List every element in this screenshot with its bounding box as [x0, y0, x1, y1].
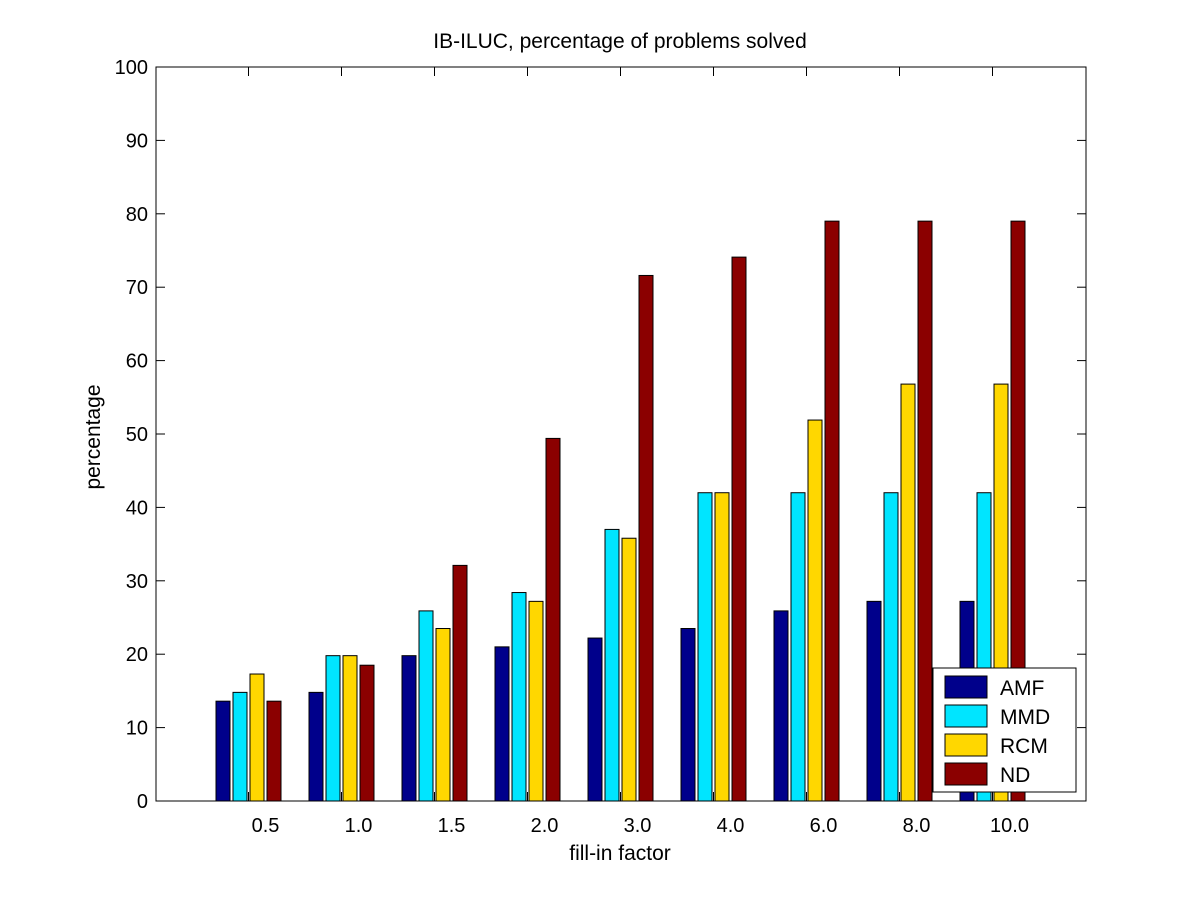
bar-amf-8-0 [866, 600, 882, 802]
x-tick-label: 0.5 [252, 815, 280, 837]
y-tick-label: 10 [126, 718, 148, 740]
legend-label-amf: AMF [1000, 677, 1044, 700]
bar-amf-6-0 [773, 610, 789, 802]
y-tick-label: 60 [126, 351, 148, 373]
bar-nd-0-5 [266, 700, 282, 802]
x-tick-label: 2.0 [531, 815, 559, 837]
y-axis-label: percentage [82, 384, 105, 489]
bar-mmd-1-0 [325, 655, 341, 802]
bar-nd-10-0 [1010, 220, 1026, 802]
bar-nd-1-5 [452, 564, 468, 802]
legend: AMF MMD RCM ND [932, 667, 1077, 793]
bar-nd-3-0 [638, 274, 654, 802]
chart-title: IB-ILUC, percentage of problems solved [433, 30, 807, 53]
bar-mmd-2-0 [511, 592, 527, 802]
bar-amf-2-0 [494, 646, 510, 802]
bar-rcm-3-0 [621, 537, 637, 802]
bar-mmd-1-5 [418, 610, 434, 802]
bar-nd-6-0 [824, 220, 840, 802]
axis-ticks [156, 66, 1086, 802]
bar-mmd-8-0 [883, 492, 899, 802]
legend-swatch-mmd [944, 704, 988, 728]
x-tick-label: 3.0 [624, 815, 652, 837]
bar-mmd-4-0 [697, 492, 713, 802]
y-tick-label: 0 [137, 791, 148, 813]
bar-rcm-0-5 [249, 673, 265, 802]
legend-label-nd: ND [1000, 764, 1030, 787]
legend-label-rcm: RCM [1000, 735, 1048, 758]
bar-nd-1-0 [359, 664, 375, 802]
bar-rcm-1-0 [342, 655, 358, 802]
y-tick-label: 70 [126, 277, 148, 299]
bar-nd-2-0 [545, 437, 561, 802]
bar-amf-3-0 [587, 637, 603, 802]
bar-mmd-6-0 [790, 492, 806, 802]
x-tick-label: 1.5 [438, 815, 466, 837]
bar-nd-4-0 [731, 256, 747, 802]
bar-rcm-1-5 [435, 628, 451, 802]
legend-swatch-rcm [944, 733, 988, 757]
y-tick-label: 90 [126, 130, 148, 152]
bar-rcm-8-0 [900, 383, 916, 802]
x-tick-label: 6.0 [810, 815, 838, 837]
x-tick-label: 8.0 [903, 815, 931, 837]
bar-rcm-6-0 [807, 419, 823, 802]
bar-rcm-4-0 [714, 492, 730, 802]
y-tick-label: 100 [115, 57, 148, 79]
bar-mmd-3-0 [604, 528, 620, 802]
y-tick-label: 40 [126, 497, 148, 519]
y-tick-label: 80 [126, 204, 148, 226]
y-tick-labels: 0 10 20 30 40 50 60 70 80 90 100 [115, 57, 148, 813]
x-tick-label: 10.0 [990, 815, 1029, 837]
bar-amf-1-0 [308, 691, 324, 802]
x-tick-labels: 0.5 1.0 1.5 2.0 3.0 4.0 6.0 8.0 10.0 [252, 815, 1029, 837]
bar-amf-1-5 [401, 655, 417, 802]
y-tick-label: 30 [126, 571, 148, 593]
legend-swatch-nd [944, 762, 988, 786]
legend-label-mmd: MMD [1000, 706, 1050, 729]
bar-mmd-0-5 [232, 691, 248, 802]
y-tick-label: 20 [126, 644, 148, 666]
x-tick-label: 4.0 [717, 815, 745, 837]
bar-nd-8-0 [917, 220, 933, 802]
x-axis-label: fill-in factor [569, 842, 671, 865]
bar-amf-4-0 [680, 628, 696, 802]
x-tick-label: 1.0 [345, 815, 373, 837]
y-tick-label: 50 [126, 424, 148, 446]
legend-swatch-amf [944, 675, 988, 699]
bar-amf-0-5 [215, 700, 231, 802]
bar-rcm-2-0 [528, 600, 544, 802]
